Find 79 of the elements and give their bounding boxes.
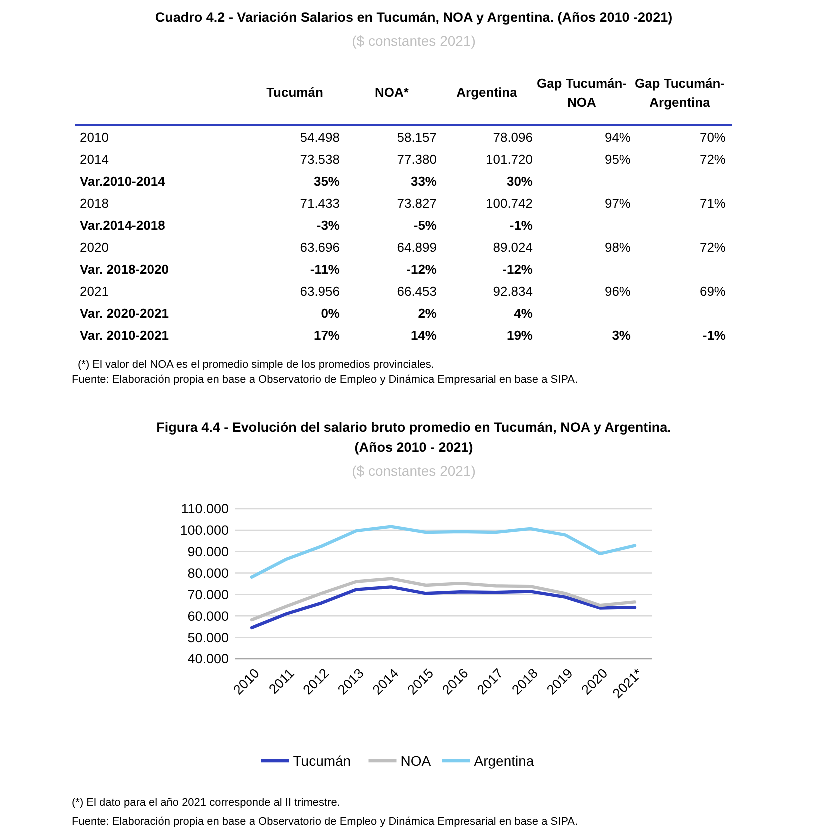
y-tick-label: 50.000 [188,630,229,646]
y-tick-label: 70.000 [188,587,229,602]
line-series [250,586,637,630]
text: 2% [418,306,437,321]
text: 14% [410,328,437,343]
text: 64.899 [397,240,437,255]
text: 78.096 [493,130,533,145]
chart-title: Figura 4.4 - Evolución del salario bruto promedio en Tucumán, NOA y Argentina. (Años 2010 - 2021) [156,420,672,455]
text: -5% [414,218,437,233]
text: 77.380 [397,152,437,167]
category-label: Var.2010-2014 [80,174,166,189]
legend-label: Tucumán [293,752,352,769]
text: 58.157 [397,130,437,145]
text: 33% [410,174,437,189]
text: 95% [604,152,631,167]
line-series [250,577,637,622]
text: 97% [604,196,631,211]
text: -12% [406,262,437,277]
text: Cuadro 4.2 - Variación Salarios en Tucumán, NOA y Argentina. (Años 2010 -2021) [155,10,673,25]
category-label: Var. 2018-2020 [80,262,169,277]
text: 3% [612,328,631,343]
text: 89.024 [493,240,533,255]
category-label: 2014 [80,152,109,167]
category-label: 2020 [80,240,109,255]
y-tick-label: 90.000 [188,544,229,560]
text: (*) El dato para el año 2021 corresponde al II trimestre. [72,797,340,809]
text: -1% [702,328,726,343]
text: 17% [314,328,340,343]
text: 30% [506,174,533,189]
text: 92.834 [493,284,533,299]
text: -3% [316,218,340,233]
text: 0% [321,306,340,321]
text: -1% [510,218,533,233]
y-tick-label: 100.000 [180,523,229,538]
text: 94% [604,130,631,145]
category-label: Gap Tucumán-NOA [536,76,628,110]
text: -11% [310,262,340,277]
category-label: Tucumán [266,85,324,100]
text: -12% [502,262,533,277]
text: 19% [506,328,533,343]
category-label: 2018 [80,196,109,211]
y-tick-label: 60.000 [188,608,229,624]
chart-subtitle: ($ constantes 2021) [352,463,476,479]
text: 100.742 [486,196,533,211]
legend-label: Argentina [474,752,534,769]
category-label: 2010 [80,130,109,145]
text: 71.433 [300,196,340,211]
text: 63.696 [300,240,340,255]
text: 72% [700,152,726,167]
category-label: NOA* [375,85,410,100]
text: 66.453 [397,284,437,299]
text: 4% [514,306,533,321]
category-label: Argentina [456,85,518,100]
category-label: Var.2014-2018 [80,218,166,233]
source-note: Fuente: Elaboración propia en base a Observatorio de Empleo y Dinámica Empresarial en base a SIPA. [72,816,578,828]
text: 73.827 [397,196,437,211]
text: 63.956 [300,284,340,299]
text: 73.538 [300,152,340,167]
category-label: Gap Tucumán-Argentina [634,76,726,110]
category-label: Var. 2010-2021 [80,328,169,343]
y-tick-label: 40.000 [188,652,229,667]
text: 70% [700,130,726,145]
category-label: Var. 2020-2021 [80,306,169,321]
text: ($ constantes 2021) [352,33,476,49]
category-label: 2021 [80,284,109,299]
legend-label: NOA [400,752,432,769]
text: 35% [314,174,340,189]
y-tick-label: 110.000 [181,502,229,517]
text: 98% [604,240,631,255]
text: 72% [700,240,726,255]
text: 69% [700,284,726,299]
text: (*) El valor del NOA es el promedio simple de los promedios provinciales. [78,359,434,371]
line-series [250,525,637,579]
text: 96% [604,284,631,299]
source-note: Fuente: Elaboración propia en base a Observatorio de Empleo y Dinámica Empresarial en base a SIPA. [72,374,578,386]
y-tick-label: 80.000 [188,566,229,582]
text: 54.498 [300,130,340,145]
text: 101.720 [486,152,533,167]
text: 71% [700,196,726,211]
